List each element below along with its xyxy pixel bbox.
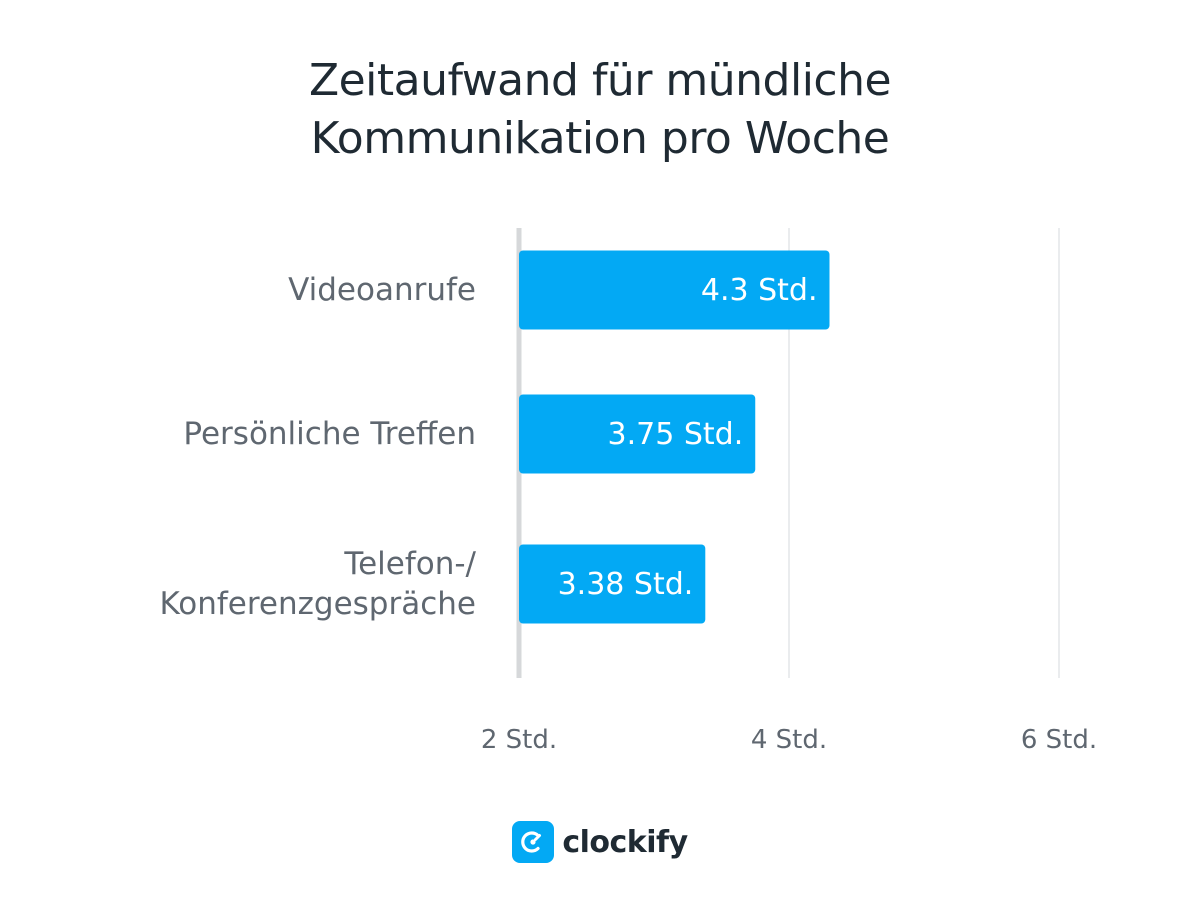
- x-axis-tick-labels: 2 Std. 4 Std. 6 Std.: [481, 725, 1097, 755]
- category-label: Videoanrufe: [288, 272, 476, 308]
- bar: [519, 544, 706, 624]
- bars: 4.3 Std. 3.75 Std. 3.38 Std.: [519, 250, 830, 624]
- data-label: 3.38 Std.: [558, 567, 694, 602]
- category-label: Telefon-/: [343, 546, 476, 582]
- bar: [519, 250, 830, 330]
- brand-logo: clockify: [0, 820, 1200, 864]
- x-tick-label: 6 Std.: [1021, 725, 1097, 755]
- bar: [519, 394, 756, 474]
- x-tick-label: 4 Std.: [751, 725, 827, 755]
- chart-title-line-1: Zeitaufwand für mündliche: [308, 55, 892, 106]
- clockify-logo-icon: [512, 821, 555, 863]
- category-labels: Videoanrufe Persönliche Treffen Telefon-/ K…: [159, 272, 476, 622]
- x-tick-label: 2 Std.: [481, 725, 557, 755]
- chart-title-line-2: Kommunikation pro Woche: [310, 113, 890, 164]
- category-label: Persönliche Treffen: [183, 416, 476, 452]
- data-label: 4.3 Std.: [701, 273, 818, 308]
- category-label: Konferenzgespräche: [159, 586, 476, 622]
- chart-title: Zeitaufwand für mündliche Kommunikation …: [0, 52, 1200, 168]
- data-label: 3.75 Std.: [608, 417, 744, 452]
- brand-name: clockify: [562, 824, 688, 860]
